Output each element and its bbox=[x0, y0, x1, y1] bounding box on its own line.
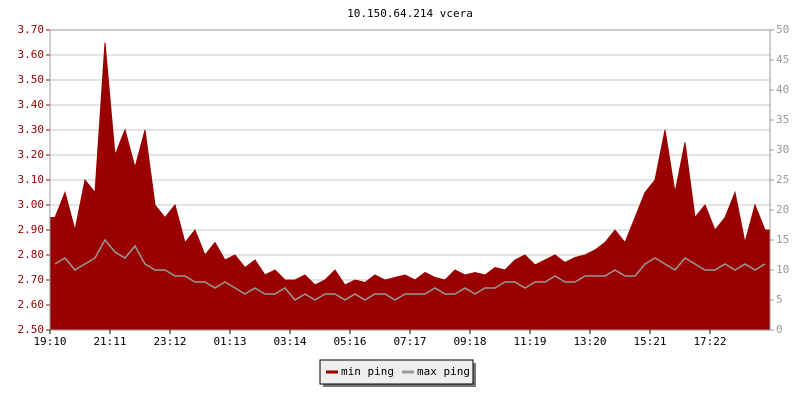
y2-tick-label: 10 bbox=[776, 263, 789, 276]
x-tick-label: 11:19 bbox=[513, 335, 546, 348]
x-tick-label: 05:16 bbox=[333, 335, 366, 348]
legend bbox=[319, 359, 474, 385]
y2-tick-label: 30 bbox=[776, 143, 789, 156]
y2-tick-label: 40 bbox=[776, 83, 789, 96]
y-tick-label: 2.70 bbox=[18, 273, 45, 286]
x-tick-label: 15:21 bbox=[633, 335, 666, 348]
y2-tick-label: 45 bbox=[776, 53, 789, 66]
x-tick-label: 09:18 bbox=[453, 335, 486, 348]
y2-tick-label: 50 bbox=[776, 23, 789, 36]
legend-label: max ping bbox=[417, 365, 470, 378]
x-tick-label: 21:11 bbox=[93, 335, 126, 348]
y2-tick-label: 20 bbox=[776, 203, 789, 216]
series-line bbox=[54, 238, 766, 301]
y2-tick-label: 5 bbox=[776, 293, 783, 306]
series-area bbox=[49, 42, 771, 331]
x-tick-label: 01:13 bbox=[213, 335, 246, 348]
y2-tick-label: 0 bbox=[776, 323, 783, 336]
y-tick-label: 2.80 bbox=[18, 248, 45, 261]
y-tick-label: 3.00 bbox=[18, 198, 45, 211]
y-tick-label: 3.50 bbox=[18, 73, 45, 86]
y-tick-label: 2.60 bbox=[18, 298, 45, 311]
y-tick-label: 3.40 bbox=[18, 98, 45, 111]
y-tick-label: 3.30 bbox=[18, 123, 45, 136]
y-tick-label: 3.60 bbox=[18, 48, 45, 61]
y-tick-label: 3.20 bbox=[18, 148, 45, 161]
y2-tick-label: 15 bbox=[776, 233, 789, 246]
y-tick-label: 3.10 bbox=[18, 173, 45, 186]
x-tick-label: 07:17 bbox=[393, 335, 426, 348]
y2-tick-label: 25 bbox=[776, 173, 789, 186]
x-tick-label: 13:20 bbox=[573, 335, 606, 348]
legend-label: min ping bbox=[341, 365, 394, 378]
y2-tick-label: 35 bbox=[776, 113, 789, 126]
y-tick-label: 2.50 bbox=[18, 323, 45, 336]
x-tick-label: 17:22 bbox=[693, 335, 726, 348]
chart-title: 10.150.64.214 vcera bbox=[347, 7, 473, 20]
x-tick-label: 23:12 bbox=[153, 335, 186, 348]
x-tick-label: 03:14 bbox=[273, 335, 306, 348]
y-tick-label: 3.70 bbox=[18, 23, 45, 36]
y-tick-label: 2.90 bbox=[18, 223, 45, 236]
x-tick-label: 19:10 bbox=[33, 335, 66, 348]
